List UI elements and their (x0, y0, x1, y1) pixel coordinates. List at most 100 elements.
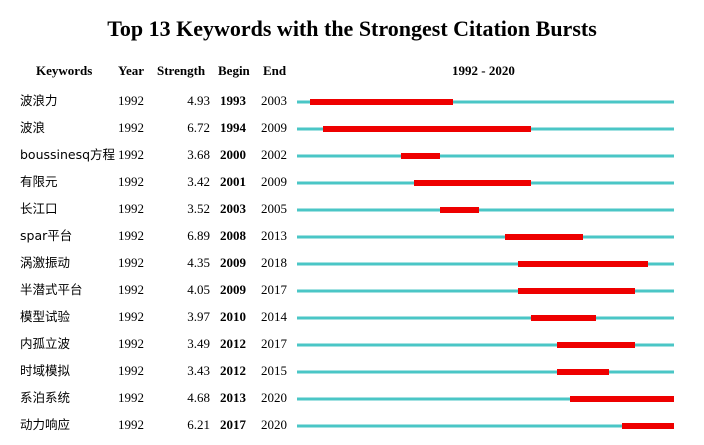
burst-bar (310, 99, 453, 105)
begin-cell: 2013 (220, 390, 246, 405)
timeline-line (297, 235, 674, 239)
year-cell: 1992 (118, 417, 144, 432)
end-cell: 2017 (261, 336, 287, 351)
timeline-line (297, 289, 674, 293)
strength-cell: 3.97 (187, 309, 210, 324)
header-year-range: 1992 - 2020 (452, 63, 515, 78)
keyword-cell: 系泊系统 (20, 390, 71, 405)
end-cell: 2009 (261, 174, 287, 189)
burst-bar (440, 207, 479, 213)
strength-cell: 6.72 (187, 120, 210, 135)
begin-cell: 2000 (220, 147, 246, 162)
timeline-line (297, 370, 674, 374)
burst-bar (518, 288, 635, 294)
end-cell: 2018 (261, 255, 287, 270)
end-cell: 2014 (261, 309, 287, 324)
keyword-cell: 波浪 (20, 120, 46, 135)
table-row: 时域模拟 1992 3.43 2012 2015 (0, 358, 704, 385)
table-row: 内孤立波 1992 3.49 2012 2017 (0, 331, 704, 358)
burst-bar (557, 342, 635, 348)
strength-cell: 3.68 (187, 147, 210, 162)
strength-cell: 4.68 (187, 390, 210, 405)
begin-cell: 2001 (220, 174, 246, 189)
header-strength: Strength (157, 63, 206, 78)
begin-cell: 2017 (220, 417, 246, 432)
begin-cell: 2012 (220, 363, 246, 378)
header-keywords: Keywords (36, 63, 93, 78)
year-cell: 1992 (118, 255, 144, 270)
strength-cell: 3.42 (187, 174, 210, 189)
timeline-line (297, 397, 674, 401)
burst-bar (505, 234, 583, 240)
begin-cell: 1993 (220, 93, 246, 108)
year-cell: 1992 (118, 201, 144, 216)
timeline-line (297, 316, 674, 320)
end-cell: 2020 (261, 417, 287, 432)
keyword-cell: 动力响应 (20, 417, 71, 432)
keyword-cell: 时域模拟 (20, 363, 71, 378)
year-cell: 1992 (118, 174, 144, 189)
table-row: 有限元 1992 3.42 2001 2009 (0, 169, 704, 196)
year-cell: 1992 (118, 309, 144, 324)
strength-cell: 3.49 (187, 336, 210, 351)
timeline-line (297, 262, 674, 266)
keyword-cell: 涡激振动 (20, 255, 71, 270)
header-begin: Begin (218, 63, 250, 78)
timeline-line (297, 208, 674, 212)
keyword-cell: 有限元 (20, 174, 58, 189)
burst-bar (401, 153, 440, 159)
begin-cell: 2003 (220, 201, 246, 216)
year-cell: 1992 (118, 228, 144, 243)
year-cell: 1992 (118, 120, 144, 135)
year-cell: 1992 (118, 282, 144, 297)
table-row: 半潜式平台 1992 4.05 2009 2017 (0, 277, 704, 304)
keyword-cell: 波浪力 (20, 93, 58, 108)
year-cell: 1992 (118, 363, 144, 378)
end-cell: 2009 (261, 120, 287, 135)
keyword-cell: spar平台 (20, 228, 73, 243)
table-row: 波浪 1992 6.72 1994 2009 (0, 115, 704, 142)
timeline-line (297, 424, 674, 428)
strength-cell: 4.05 (187, 282, 210, 297)
year-cell: 1992 (118, 147, 144, 162)
begin-cell: 2010 (220, 309, 246, 324)
table-row: spar平台 1992 6.89 2008 2013 (0, 223, 704, 250)
burst-bar (557, 369, 609, 375)
year-cell: 1992 (118, 93, 144, 108)
burst-bar (414, 180, 531, 186)
burst-bar (531, 315, 596, 321)
begin-cell: 2009 (220, 255, 246, 270)
keyword-cell: 内孤立波 (20, 336, 71, 351)
table-row: 模型试验 1992 3.97 2010 2014 (0, 304, 704, 331)
begin-cell: 2009 (220, 282, 246, 297)
keyword-cell: 半潜式平台 (20, 282, 83, 297)
strength-cell: 6.89 (187, 228, 210, 243)
strength-cell: 3.43 (187, 363, 210, 378)
strength-cell: 3.52 (187, 201, 210, 216)
year-cell: 1992 (118, 336, 144, 351)
timeline-line (297, 343, 674, 347)
timeline-line (297, 154, 674, 158)
table-row: boussinesq方程 1992 3.68 2000 2002 (0, 142, 704, 169)
keyword-cell: 长江口 (20, 201, 58, 216)
table-row: 长江口 1992 3.52 2003 2005 (0, 196, 704, 223)
table-row: 动力响应 1992 6.21 2017 2020 (0, 412, 704, 439)
begin-cell: 2012 (220, 336, 246, 351)
burst-bar (323, 126, 531, 132)
strength-cell: 6.21 (187, 417, 210, 432)
begin-cell: 1994 (220, 120, 246, 135)
table-row: 涡激振动 1992 4.35 2009 2018 (0, 250, 704, 277)
table-row: 波浪力 1992 4.93 1993 2003 (0, 88, 704, 115)
year-cell: 1992 (118, 390, 144, 405)
timeline-line (297, 100, 674, 104)
end-cell: 2020 (261, 390, 287, 405)
end-cell: 2005 (261, 201, 287, 216)
strength-cell: 4.35 (187, 255, 210, 270)
keyword-cell: boussinesq方程 (20, 147, 116, 162)
end-cell: 2013 (261, 228, 287, 243)
end-cell: 2002 (261, 147, 287, 162)
end-cell: 2003 (261, 93, 287, 108)
burst-bar (622, 423, 674, 429)
